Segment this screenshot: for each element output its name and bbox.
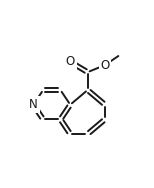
- Text: O: O: [100, 59, 110, 72]
- Text: N: N: [29, 98, 38, 111]
- Text: O: O: [66, 55, 75, 68]
